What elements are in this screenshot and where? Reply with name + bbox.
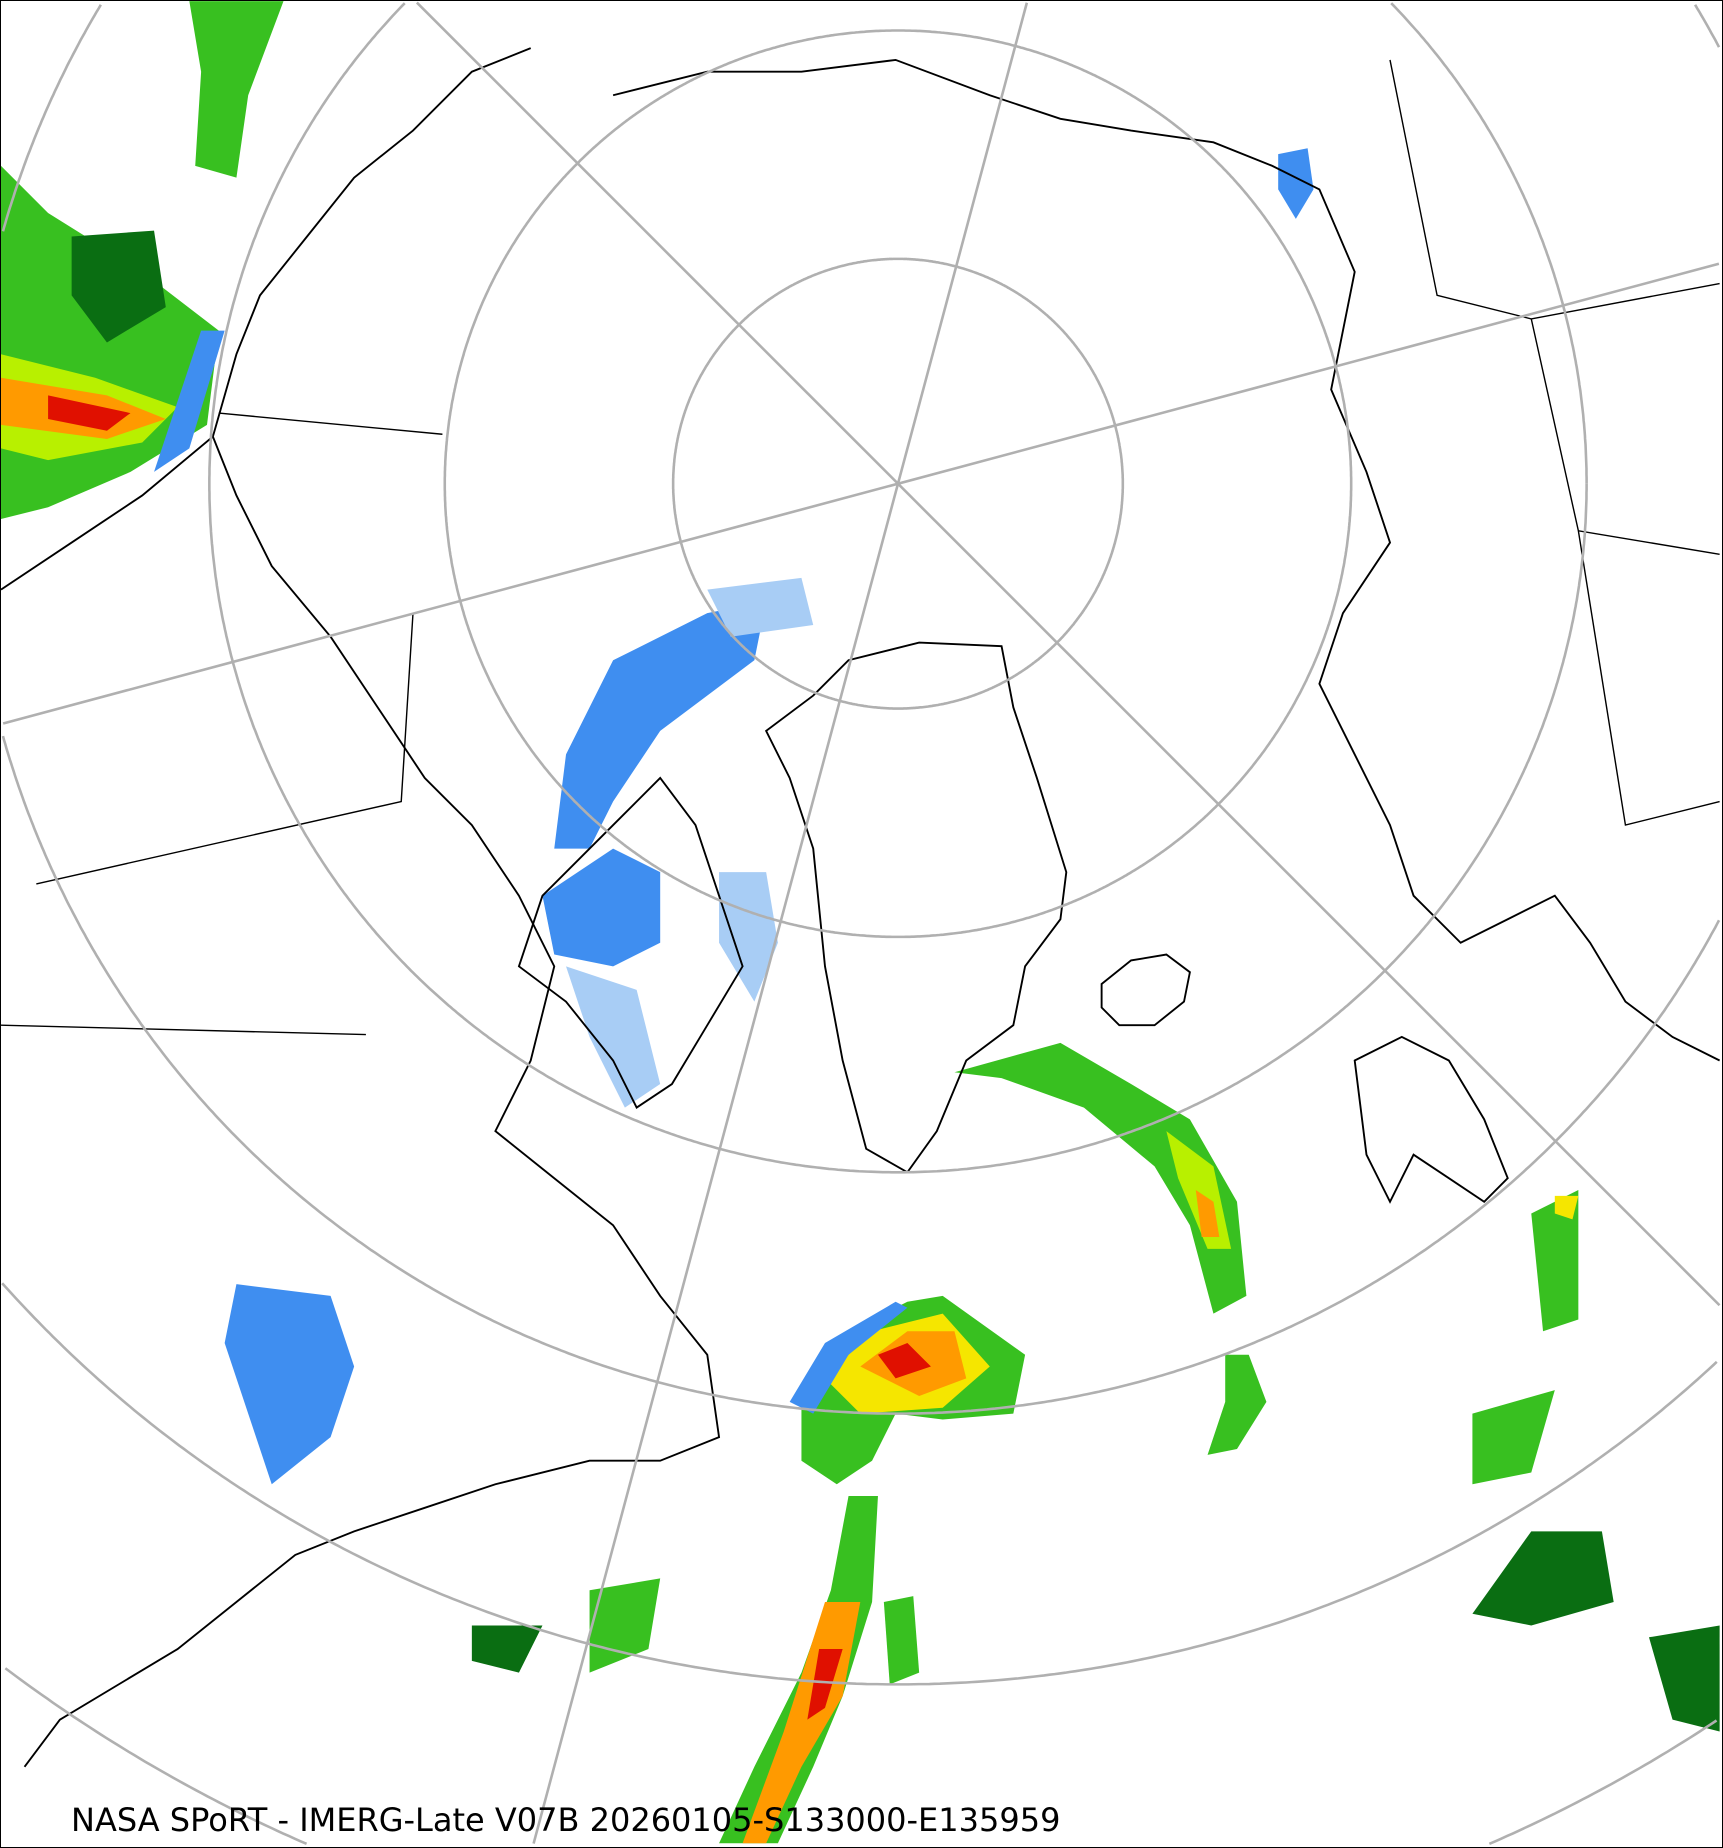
iceland-coastline [1100, 953, 1191, 1027]
latitude-circle [1488, 1719, 1718, 1846]
precip-area [719, 1496, 878, 1844]
precip-area [1, 165, 219, 520]
meridian-line [2, 262, 1720, 725]
precip-area [883, 1596, 920, 1685]
precip-area [1472, 1531, 1614, 1626]
precip-area [566, 966, 661, 1108]
latitude-circle [1, 4, 102, 232]
precip-area [877, 1343, 931, 1379]
country-borders [1, 59, 1720, 1036]
greenland-coastline [764, 641, 1068, 1174]
meridian-line [415, 1, 1721, 1307]
precip-area [1472, 1390, 1555, 1485]
scandinavia-coastline [1353, 1035, 1509, 1204]
precip-area [954, 1042, 1247, 1314]
precip-area [807, 1649, 843, 1720]
precip-area [1531, 1189, 1579, 1332]
precip-area [224, 1284, 355, 1485]
precip-area [1278, 148, 1314, 219]
precip-area [542, 848, 661, 967]
latitude-circle [1390, 2, 1588, 484]
eurasia-coastline [612, 58, 1721, 1062]
coastlines-layer [1, 47, 1721, 1768]
precip-area [789, 1301, 908, 1414]
precip-area [189, 1, 284, 178]
north-america-coastline [1, 47, 721, 1768]
latitude-circle [1, 735, 1721, 1415]
precip-area [1195, 1189, 1220, 1238]
precip-area [1554, 1195, 1579, 1220]
precip-area [707, 577, 814, 637]
latitude-circle [443, 29, 1353, 939]
precip-area [471, 1625, 543, 1673]
latitude-circle [4, 1667, 308, 1846]
map-caption: NASA SPoRT - IMERG-Late V07B 20260105-S1… [71, 1801, 1061, 1839]
latitude-circle [671, 257, 1125, 710]
precip-area [554, 601, 767, 849]
latitude-circle [1694, 4, 1721, 48]
precip-area [1648, 1625, 1720, 1732]
precip-area [154, 330, 225, 472]
latitude-circle [208, 2, 1588, 1174]
precip-area [71, 230, 166, 343]
meridian-line [532, 2, 1029, 1844]
precip-area [1207, 1354, 1267, 1455]
precip-area [719, 872, 778, 1002]
latitude-circle [1, 1282, 1718, 1686]
precip-area [48, 395, 131, 431]
baffin-island-coastline [517, 776, 744, 1109]
